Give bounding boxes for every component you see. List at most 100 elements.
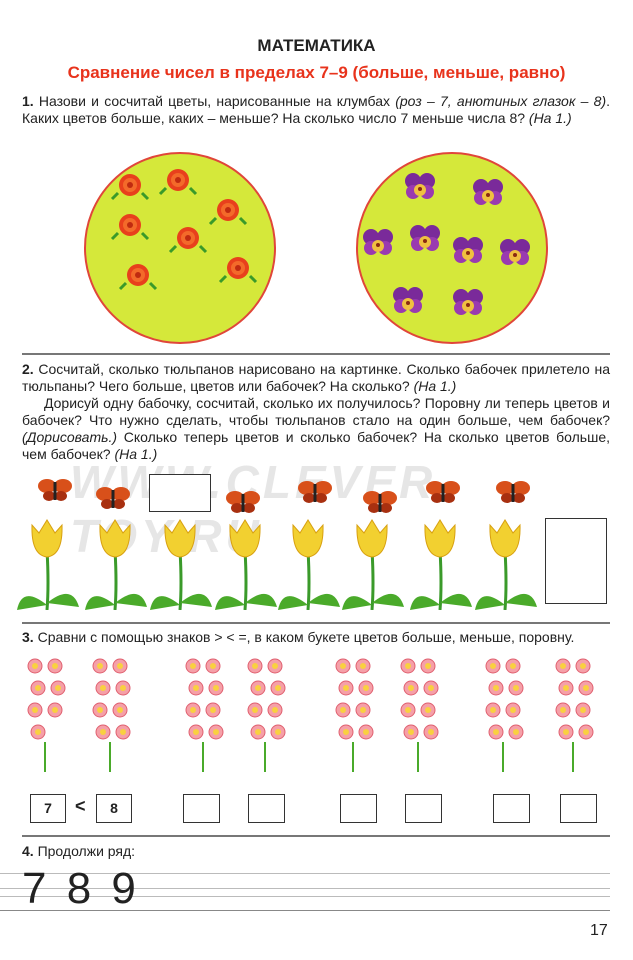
page-number: 17 [590, 922, 608, 939]
flower-icon [358, 680, 374, 696]
divider [22, 835, 610, 837]
rose-icon [118, 264, 158, 291]
flower-icon [50, 680, 66, 696]
answer-box[interactable] [340, 794, 377, 823]
flower-icon [335, 658, 351, 674]
task2-text: 2. Сосчитай, сколько тюльпанов нарисован… [22, 361, 610, 463]
flower-icon [270, 680, 286, 696]
pansy-icon [500, 239, 530, 265]
flower-icon [115, 680, 131, 696]
flower-icon [420, 658, 436, 674]
tulips-butterflies-illustration [17, 479, 537, 610]
task-number: 2. [22, 361, 34, 377]
rose-icon [208, 199, 248, 226]
flower-icon [247, 658, 263, 674]
pansy-icon [410, 225, 440, 251]
answer-box[interactable] [493, 794, 530, 823]
rose-icon [218, 257, 258, 284]
flower-icon [403, 680, 419, 696]
draw-tulip-box[interactable] [545, 518, 607, 604]
flower-icon [247, 702, 263, 718]
butterfly-icon [496, 481, 530, 503]
flower-icon [27, 658, 43, 674]
flower-icon [555, 702, 571, 718]
pansy-icon [363, 229, 393, 255]
answer-box[interactable] [405, 794, 442, 823]
text: Назови и сосчитай цветы, нарисованные на… [33, 93, 396, 109]
divider [22, 353, 610, 355]
flower-icon [358, 724, 374, 740]
flower-icon [250, 724, 266, 740]
rose-icon [110, 174, 150, 201]
text: Сколько теперь цветов и сколько бабочек?… [22, 429, 610, 462]
flower-icon [488, 680, 504, 696]
flower-icon [400, 658, 416, 674]
flower-icon [47, 658, 63, 674]
hint: (роз – 7, анютиных глазок – 8) [395, 93, 607, 109]
flower-icon [575, 658, 591, 674]
flower-icon [205, 658, 221, 674]
butterfly-icon [426, 481, 460, 503]
number-sequence[interactable]: 7 8 9 [22, 864, 140, 913]
tulip-icon [342, 519, 404, 610]
pansy-icon [393, 287, 423, 313]
answer-hint: (На 1.) [413, 378, 457, 394]
answer-box[interactable] [248, 794, 285, 823]
tulip-icon [475, 519, 537, 610]
flower-icon [400, 702, 416, 718]
task-number: 3. [22, 629, 34, 645]
flower-icon [92, 658, 108, 674]
flower-icon [267, 702, 283, 718]
page-title: МАТЕМАТИКА [257, 36, 376, 55]
rose-icon [158, 169, 198, 196]
bouquets-illustration [27, 658, 594, 772]
flower-icon [30, 680, 46, 696]
text: Продолжи ряд: [33, 843, 136, 859]
pansy-icon [473, 179, 503, 205]
flower-icon [112, 702, 128, 718]
watermark: WWW.CLEVER-TOY.RU [70, 456, 456, 562]
flower-icon [423, 724, 439, 740]
tulip-icon [85, 519, 147, 610]
pansy-icon [453, 237, 483, 263]
text: Дорисуй одну бабочку, сосчитай, сколько … [22, 395, 610, 428]
draw-butterfly-box[interactable] [149, 474, 211, 512]
flower-icon [355, 658, 371, 674]
writing-line [0, 888, 610, 889]
answer-box[interactable] [183, 794, 220, 823]
answer-hint: (На 1.) [114, 446, 158, 462]
flower-icon [335, 702, 351, 718]
text: Сосчитай, сколько тюльпанов нарисовано н… [22, 361, 610, 394]
flower-icon [555, 658, 571, 674]
tulip-icon [150, 519, 212, 610]
flower-icon [267, 658, 283, 674]
flower-icon [208, 724, 224, 740]
task-number: 1. [22, 93, 34, 109]
task1-text: 1. Назови и сосчитай цветы, нарисованные… [22, 93, 610, 127]
tulip-icon [215, 519, 277, 610]
pansy-icon [405, 173, 435, 199]
butterfly-icon [298, 481, 332, 503]
answer-box[interactable]: 8 [96, 794, 132, 823]
tulip-icon [410, 519, 472, 610]
flower-icon [485, 702, 501, 718]
flower-icon [95, 680, 111, 696]
rose-icon [110, 214, 150, 241]
answer-box[interactable] [560, 794, 597, 823]
flowerbeds-illustration [84, 152, 548, 344]
text: Сравни с помощью знаков > < =, в каком б… [33, 629, 575, 645]
flower-icon [115, 724, 131, 740]
answer-hint: (На 1.) [528, 110, 572, 126]
flower-icon [185, 702, 201, 718]
flower-icon [185, 658, 201, 674]
flower-icon [205, 702, 221, 718]
flower-icon [508, 724, 524, 740]
task4-text: 4. Продолжи ряд: [22, 843, 610, 860]
flower-icon [505, 658, 521, 674]
butterfly-icon [226, 491, 260, 513]
flower-icon [188, 724, 204, 740]
flower-icon [188, 680, 204, 696]
answer-box[interactable]: 7 [30, 794, 66, 823]
divider [22, 622, 610, 624]
flower-icon [558, 680, 574, 696]
